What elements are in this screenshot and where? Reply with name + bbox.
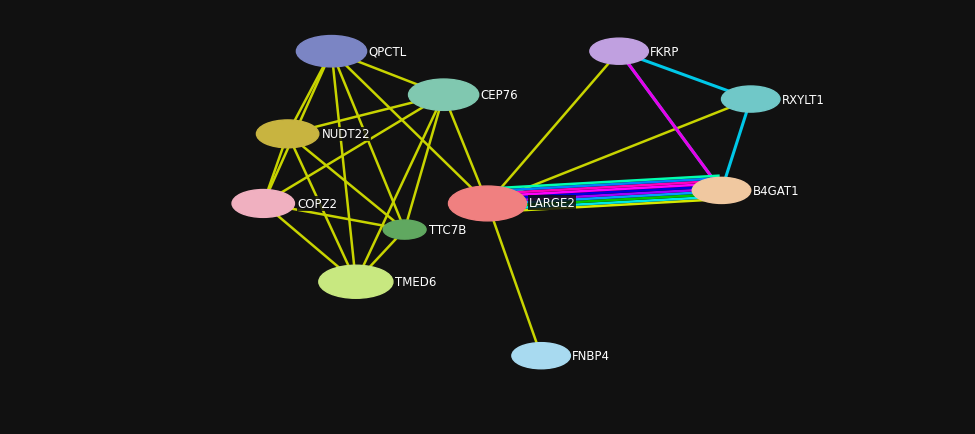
Circle shape <box>722 87 780 113</box>
Circle shape <box>409 80 479 111</box>
Text: COPZ2: COPZ2 <box>297 197 337 210</box>
Circle shape <box>232 190 294 218</box>
Text: QPCTL: QPCTL <box>369 46 407 59</box>
Circle shape <box>448 187 526 221</box>
Text: RXYLT1: RXYLT1 <box>782 93 825 106</box>
Circle shape <box>383 220 426 240</box>
Text: NUDT22: NUDT22 <box>322 128 370 141</box>
Text: FKRP: FKRP <box>650 46 680 59</box>
Circle shape <box>319 266 393 299</box>
Text: FNBP4: FNBP4 <box>572 349 610 362</box>
Circle shape <box>296 36 367 68</box>
Circle shape <box>512 343 570 369</box>
Text: TMED6: TMED6 <box>395 276 436 289</box>
Circle shape <box>256 121 319 148</box>
Text: B4GAT1: B4GAT1 <box>753 184 800 197</box>
Circle shape <box>692 178 751 204</box>
Text: CEP76: CEP76 <box>481 89 519 102</box>
Text: LARGE2: LARGE2 <box>528 197 575 210</box>
Text: TTC7B: TTC7B <box>429 224 466 237</box>
Circle shape <box>590 39 648 65</box>
